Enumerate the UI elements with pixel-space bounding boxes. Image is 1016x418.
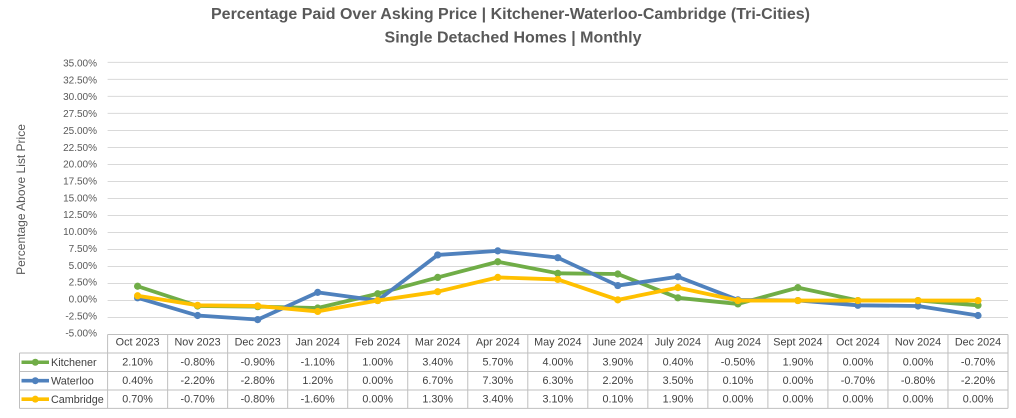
svg-text:Dec 2023: Dec 2023 bbox=[235, 337, 281, 349]
svg-text:Feb 2024: Feb 2024 bbox=[355, 337, 401, 349]
svg-text:Mar 2024: Mar 2024 bbox=[415, 337, 461, 349]
svg-text:1.90%: 1.90% bbox=[663, 393, 694, 405]
svg-text:Nov 2024: Nov 2024 bbox=[895, 337, 941, 349]
svg-text:3.10%: 3.10% bbox=[542, 393, 573, 405]
svg-text:-0.80%: -0.80% bbox=[180, 356, 215, 368]
svg-text:32.50%: 32.50% bbox=[63, 75, 97, 86]
svg-text:1.30%: 1.30% bbox=[422, 393, 453, 405]
svg-text:0.40%: 0.40% bbox=[663, 356, 694, 368]
svg-text:0.00%: 0.00% bbox=[963, 393, 994, 405]
svg-text:0.00%: 0.00% bbox=[903, 393, 934, 405]
svg-text:-5.00%: -5.00% bbox=[65, 328, 97, 339]
svg-text:27.50%: 27.50% bbox=[63, 109, 97, 120]
svg-text:-0.80%: -0.80% bbox=[901, 375, 936, 387]
svg-text:1.00%: 1.00% bbox=[362, 356, 393, 368]
svg-text:Kitchener: Kitchener bbox=[51, 357, 97, 369]
svg-text:0.10%: 0.10% bbox=[602, 393, 633, 405]
svg-text:Oct 2023: Oct 2023 bbox=[116, 337, 160, 349]
svg-text:1.20%: 1.20% bbox=[302, 375, 333, 387]
svg-text:3.40%: 3.40% bbox=[482, 393, 513, 405]
svg-text:0.00%: 0.00% bbox=[723, 393, 754, 405]
svg-text:0.00%: 0.00% bbox=[783, 393, 814, 405]
svg-text:22.50%: 22.50% bbox=[63, 143, 97, 154]
svg-text:May 2024: May 2024 bbox=[534, 337, 581, 349]
svg-text:25.00%: 25.00% bbox=[63, 126, 97, 137]
svg-text:2.50%: 2.50% bbox=[69, 278, 97, 289]
svg-text:0.00%: 0.00% bbox=[362, 393, 393, 405]
svg-text:July 2024: July 2024 bbox=[655, 337, 701, 349]
svg-text:12.50%: 12.50% bbox=[63, 210, 97, 221]
svg-text:Dec 2024: Dec 2024 bbox=[955, 337, 1001, 349]
svg-text:3.50%: 3.50% bbox=[663, 375, 694, 387]
svg-text:5.70%: 5.70% bbox=[482, 356, 513, 368]
svg-text:0.00%: 0.00% bbox=[69, 295, 97, 306]
svg-text:-0.70%: -0.70% bbox=[961, 356, 996, 368]
svg-text:0.00%: 0.00% bbox=[843, 393, 874, 405]
svg-text:0.70%: 0.70% bbox=[122, 393, 153, 405]
svg-text:-1.60%: -1.60% bbox=[301, 393, 336, 405]
svg-text:Jan 2024: Jan 2024 bbox=[295, 337, 339, 349]
svg-text:June 2024: June 2024 bbox=[593, 337, 643, 349]
svg-text:0.00%: 0.00% bbox=[783, 375, 814, 387]
svg-text:2.10%: 2.10% bbox=[122, 356, 153, 368]
svg-text:Nov 2023: Nov 2023 bbox=[174, 337, 220, 349]
svg-text:Oct 2024: Oct 2024 bbox=[836, 337, 880, 349]
svg-text:-0.80%: -0.80% bbox=[241, 393, 276, 405]
svg-text:0.00%: 0.00% bbox=[362, 375, 393, 387]
svg-text:Percentage Paid Over Asking Pr: Percentage Paid Over Asking Price | Kitc… bbox=[211, 6, 810, 23]
svg-text:10.00%: 10.00% bbox=[63, 227, 97, 238]
svg-text:Waterloo: Waterloo bbox=[51, 375, 94, 387]
svg-text:Apr 2024: Apr 2024 bbox=[476, 337, 520, 349]
svg-text:3.40%: 3.40% bbox=[422, 356, 453, 368]
svg-text:7.30%: 7.30% bbox=[482, 375, 513, 387]
svg-text:17.50%: 17.50% bbox=[63, 176, 97, 187]
svg-text:Cambridge: Cambridge bbox=[51, 394, 104, 406]
svg-text:3.90%: 3.90% bbox=[602, 356, 633, 368]
svg-text:35.00%: 35.00% bbox=[63, 58, 97, 69]
svg-text:-2.20%: -2.20% bbox=[180, 375, 215, 387]
svg-text:-2.80%: -2.80% bbox=[241, 375, 276, 387]
svg-text:-0.50%: -0.50% bbox=[721, 356, 756, 368]
svg-text:-2.50%: -2.50% bbox=[65, 311, 97, 322]
svg-text:Aug 2024: Aug 2024 bbox=[715, 337, 761, 349]
svg-text:0.00%: 0.00% bbox=[843, 356, 874, 368]
svg-text:6.70%: 6.70% bbox=[422, 375, 453, 387]
svg-text:Percentage Above List Price: Percentage Above List Price bbox=[14, 124, 28, 275]
svg-text:1.90%: 1.90% bbox=[783, 356, 814, 368]
svg-text:-0.90%: -0.90% bbox=[241, 356, 276, 368]
svg-text:-0.70%: -0.70% bbox=[180, 393, 215, 405]
svg-text:2.20%: 2.20% bbox=[602, 375, 633, 387]
svg-text:Single Detached Homes | Monthl: Single Detached Homes | Monthly bbox=[385, 30, 642, 47]
svg-text:0.40%: 0.40% bbox=[122, 375, 153, 387]
svg-text:4.00%: 4.00% bbox=[542, 356, 573, 368]
svg-text:6.30%: 6.30% bbox=[542, 375, 573, 387]
svg-text:15.00%: 15.00% bbox=[63, 193, 97, 204]
svg-text:0.10%: 0.10% bbox=[723, 375, 754, 387]
svg-text:-0.70%: -0.70% bbox=[841, 375, 876, 387]
svg-text:-1.10%: -1.10% bbox=[301, 356, 336, 368]
svg-text:7.50%: 7.50% bbox=[69, 244, 97, 255]
svg-text:-2.20%: -2.20% bbox=[961, 375, 996, 387]
svg-text:0.00%: 0.00% bbox=[903, 356, 934, 368]
svg-text:20.00%: 20.00% bbox=[63, 160, 97, 171]
svg-text:5.00%: 5.00% bbox=[69, 261, 97, 272]
svg-text:Sept 2024: Sept 2024 bbox=[773, 337, 822, 349]
svg-text:30.00%: 30.00% bbox=[63, 92, 97, 103]
